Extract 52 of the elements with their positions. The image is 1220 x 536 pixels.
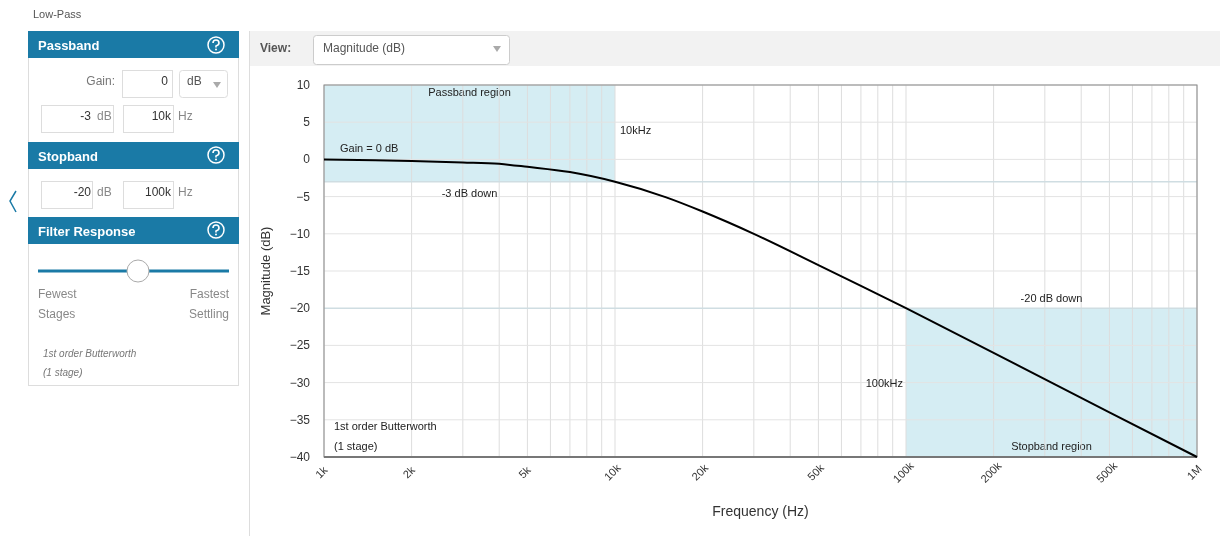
y-tick-label: 10: [296, 78, 311, 92]
text: View:: [260, 41, 292, 55]
ref-line-label: -20 dB down: [1020, 292, 1083, 305]
annotation: Gain = 0 dB: [340, 142, 399, 155]
y-tick-label: 5: [303, 115, 311, 130]
text: Hz: [178, 109, 193, 123]
text: -3: [80, 109, 92, 123]
y-tick-label: −10: [289, 226, 311, 241]
text: Magnitude (dB): [323, 41, 406, 55]
band-label: Passband region: [428, 86, 511, 98]
text: -20: [73, 185, 92, 199]
text: dB: [97, 185, 112, 199]
y-axis-title: Magnitude (dB): [258, 226, 273, 316]
text: Hz: [178, 185, 193, 199]
x-tick-label: 1M: [1184, 462, 1204, 482]
text: Fastest: [189, 287, 230, 301]
x-axis-title: Frequency (Hz): [712, 503, 809, 519]
x-tick-label: 50k: [805, 461, 827, 483]
y-tick-label: −25: [289, 338, 311, 353]
y-tick-label: −40: [289, 450, 311, 464]
text: Stopband: [38, 149, 98, 164]
x-tick-label: 10k: [601, 461, 624, 483]
y-tick-label: −30: [289, 375, 311, 390]
text: Gain:: [86, 74, 115, 88]
y-tick-label: −15: [289, 264, 311, 278]
annotation: 1st order Butterworth: [334, 420, 437, 432]
ref-line-label: -3 dB down: [441, 186, 498, 199]
band-label: Stopband region: [1011, 440, 1092, 452]
text: 0: [161, 74, 169, 88]
text: 10k: [151, 109, 172, 123]
annotation: 100kHz: [865, 376, 903, 389]
text: 1st order Butterworth: [43, 348, 137, 359]
text: (1 stage): [43, 367, 83, 378]
text: dB: [97, 109, 112, 123]
text: dB: [187, 74, 202, 88]
x-tick-label: 1k: [312, 463, 330, 481]
y-tick-label: 0: [303, 152, 311, 167]
text: Passband: [38, 38, 100, 53]
annotation: (1 stage): [334, 440, 378, 452]
text: 100k: [144, 185, 172, 199]
text: Low-Pass: [33, 8, 82, 20]
x-tick-label: 2k: [400, 463, 418, 481]
y-tick-label: −5: [296, 189, 311, 204]
y-tick-label: −20: [289, 301, 311, 316]
text: Stages: [38, 307, 76, 321]
text: Filter Response: [38, 224, 136, 239]
x-tick-label: 5k: [516, 463, 534, 481]
text: Fewest: [38, 287, 78, 301]
y-tick-label: −35: [289, 412, 311, 427]
x-tick-label: 20k: [689, 461, 711, 483]
annotation: 10kHz: [620, 123, 652, 136]
text: Settling: [188, 307, 229, 321]
